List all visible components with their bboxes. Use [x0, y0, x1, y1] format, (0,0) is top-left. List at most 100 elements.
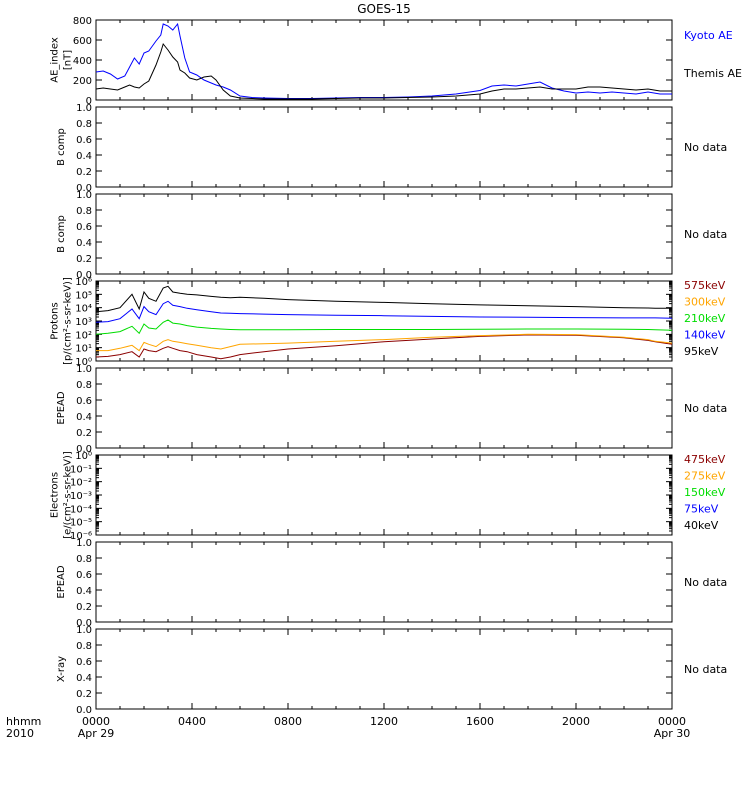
y-tick-label: 10³	[75, 317, 92, 328]
time-tick-label: 1200	[370, 715, 398, 728]
y-tick-label: 0.6	[76, 222, 92, 233]
y-tick-label: 10⁻⁴	[70, 504, 92, 515]
panel-epead1: 1.0 0.8 0.6 0.4 0.2 0.0 EPEAD No data	[56, 364, 727, 455]
y-tick-label: 0.4	[76, 238, 92, 249]
y-tick-label: 0.2	[76, 602, 92, 613]
legend-entry: 140keV	[684, 329, 726, 342]
panel-frame-epead2	[95, 541, 673, 623]
y-tick-label: 0.8	[76, 119, 92, 130]
y-axis-label: EPEAD	[56, 565, 67, 599]
y-tick-label: 0.0	[76, 705, 92, 716]
no-data-label: No data	[684, 576, 727, 589]
y-tick-label: 0.8	[76, 206, 92, 217]
time-tick-label: 2000	[562, 715, 590, 728]
legend-entry: 150keV	[684, 486, 726, 499]
no-data-label: No data	[684, 141, 727, 154]
y-axis-label: AE_index	[50, 37, 61, 83]
y-tick-label: 0.6	[76, 657, 92, 668]
legend-entry: 40keV	[684, 519, 719, 532]
proton-series	[95, 285, 673, 360]
time-tick-label: 1600	[466, 715, 494, 728]
proton-line-575kev	[95, 334, 673, 360]
y-tick-label: 10¹	[75, 344, 92, 355]
y-tick-label: 0.8	[76, 380, 92, 391]
y-tick-label: 0.0	[76, 444, 92, 455]
y-tick-label: 0.4	[76, 151, 92, 162]
time-axis-label-year: 2010	[6, 727, 34, 740]
y-tick-label: 0.4	[76, 412, 92, 423]
y-tick-label: 0.2	[76, 254, 92, 265]
y-tick-label: 0.2	[76, 167, 92, 178]
legend-entry: 75keV	[684, 503, 719, 516]
y-tick-label: 10⁰	[75, 357, 92, 368]
y-tick-label: 800	[73, 16, 92, 27]
no-data-label: No data	[684, 402, 727, 415]
ae-line-themis-ae	[95, 42, 672, 100]
y-tick-label: 0.4	[76, 586, 92, 597]
panel-frame-ae	[95, 19, 673, 101]
date-tick-label: Apr 29	[78, 727, 115, 740]
y-tick-label: 10⁰	[75, 451, 92, 462]
y-tick-label: 0.8	[76, 641, 92, 652]
y-axis-label: EPEAD	[56, 391, 67, 425]
proton-line-140kev	[95, 300, 673, 323]
no-data-label: No data	[684, 228, 727, 241]
time-tick-label: 0000	[82, 715, 110, 728]
y-tick-label: 200	[73, 76, 92, 87]
time-tick-label: 0400	[178, 715, 206, 728]
y-axis-label: X-ray	[56, 656, 67, 682]
y-tick-label: 0.0	[76, 183, 92, 194]
y-tick-label: 10⁻¹	[70, 464, 92, 475]
y-tick-label: 0.0	[76, 270, 92, 281]
y-tick-label: 0.2	[76, 428, 92, 439]
y-tick-label: 10⁻⁵	[70, 518, 92, 529]
proton-line-95kev	[95, 285, 672, 313]
time-axis-label-hhmm: hhmm	[6, 715, 41, 728]
legend-entry: Kyoto AE	[684, 29, 733, 42]
y-axis-label: [p/(cm²-s-sr-keV)]	[63, 277, 74, 365]
y-tick-label: 10⁵	[75, 290, 92, 301]
y-tick-label: 1.0	[76, 103, 92, 114]
panel-b1: 1.0 0.8 0.6 0.4 0.2 0.0 B comp No data	[56, 103, 727, 194]
legend-entry: 575keV	[684, 279, 726, 292]
ae-series	[95, 22, 672, 100]
y-tick-label: 10²	[75, 330, 92, 341]
y-tick-label: 0.6	[76, 396, 92, 407]
y-tick-label: 0.6	[76, 570, 92, 581]
proton-line-300kev	[96, 333, 673, 352]
y-axis-label: [e/(cm²-s-sr-keV)]	[63, 451, 74, 539]
y-tick-label: 0.2	[76, 689, 92, 700]
ae-line-kyoto-ae	[95, 22, 672, 99]
date-tick-label: Apr 30	[654, 727, 691, 740]
y-tick-label: 0.6	[76, 135, 92, 146]
y-tick-label: 600	[73, 36, 92, 47]
y-tick-label: 1.0	[76, 364, 92, 375]
panel-b2: 1.0 0.8 0.6 0.4 0.2 0.0 B comp No data	[56, 190, 727, 281]
y-tick-label: 1.0	[76, 190, 92, 201]
panel-epead2: 1.0 0.8 0.6 0.4 0.2 0.0 EPEAD No data	[56, 538, 727, 629]
proton-line-210kev	[95, 319, 673, 335]
y-tick-label: 0.4	[76, 673, 92, 684]
y-axis-label: B comp	[56, 128, 67, 166]
panel-ae: 800 600 400 200 0 AE_index [nT] Kyoto AE Themis …	[50, 16, 742, 107]
legend-entry: 210keV	[684, 312, 726, 325]
y-tick-label: 0.0	[76, 618, 92, 629]
legend-entry: 95keV	[684, 345, 719, 358]
plot-title: GOES-15	[357, 2, 411, 16]
y-tick-label: 0.8	[76, 554, 92, 565]
y-tick-label: 1.0	[76, 625, 92, 636]
y-tick-label: 0	[86, 96, 92, 107]
y-tick-label: 10⁻²	[70, 478, 92, 489]
panel-frame-electrons	[95, 454, 673, 536]
panel-frame-b1	[95, 106, 673, 188]
panel-frame-xray	[95, 628, 673, 710]
y-axis-label: Protons	[50, 302, 61, 339]
y-tick-label: 10⁴	[75, 304, 92, 315]
y-tick-label: 10⁶	[75, 277, 92, 288]
panel-protons: 10⁶ 10⁵ 10⁴ 10³ 10² 10¹ 10⁰ Protons [p/(cm²-s-sr…	[50, 277, 726, 368]
panel-xray: 1.0 0.8 0.6 0.4 0.2 0.0 X-ray No data	[56, 625, 727, 716]
y-tick-label: 400	[73, 56, 92, 67]
no-data-label: No data	[684, 663, 727, 676]
y-tick-label: 10⁻³	[70, 491, 92, 502]
